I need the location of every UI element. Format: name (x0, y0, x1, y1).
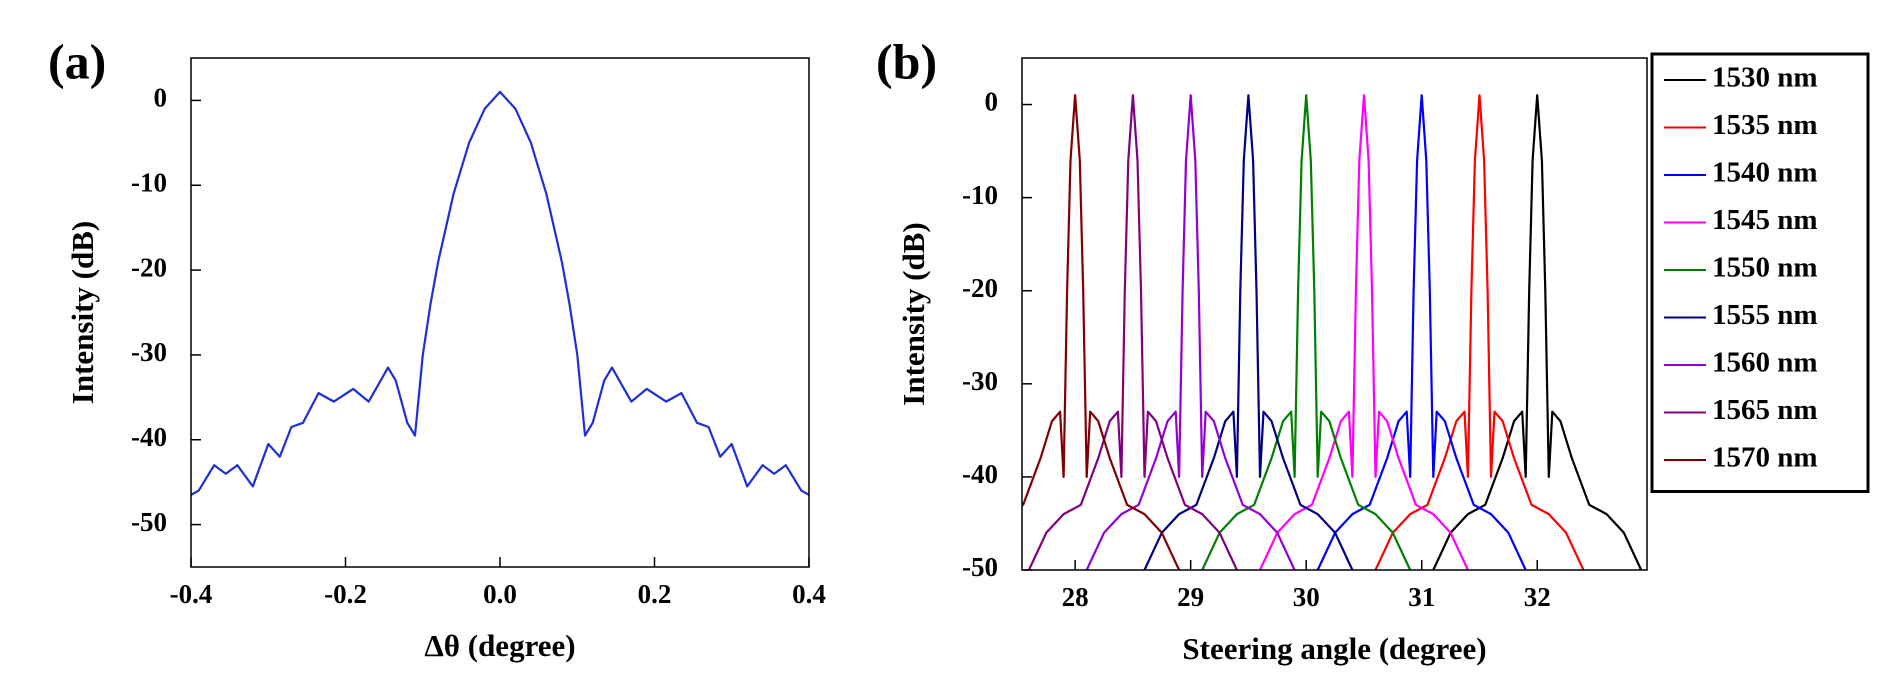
series-line (1316, 94, 1527, 570)
legend-label: 1545 nm (1712, 204, 1818, 236)
y-tick-label: -20 (962, 273, 998, 303)
series-line (1143, 94, 1354, 570)
series-line (1027, 94, 1238, 570)
x-tick-label: -0.2 (324, 579, 367, 609)
y-tick-label: -50 (131, 507, 167, 537)
series-line (1201, 94, 1412, 570)
panel-label: (b) (876, 33, 937, 89)
x-tick-label: 30 (1293, 582, 1320, 612)
y-tick-label: -30 (962, 366, 998, 396)
series-line (1374, 94, 1585, 570)
series-line (191, 90, 809, 496)
y-tick-label: -40 (131, 422, 167, 452)
x-tick-label: 29 (1177, 582, 1204, 612)
plot-area (191, 90, 809, 496)
x-axis-label: Δθ (degree) (424, 628, 575, 663)
series-line (1432, 94, 1643, 570)
y-tick-label: -20 (131, 252, 167, 282)
y-tick-label: 0 (985, 87, 999, 117)
legend-label: 1550 nm (1712, 252, 1818, 284)
plot-area (1022, 94, 1643, 570)
x-tick-label: 0.2 (638, 579, 672, 609)
x-tick-label: 31 (1408, 582, 1435, 612)
y-tick-label: -30 (131, 337, 167, 367)
x-tick-label: 0.4 (792, 579, 826, 609)
x-axis-label: Steering angle (degree) (1182, 631, 1486, 666)
legend-label: 1530 nm (1712, 62, 1818, 94)
plot-frame (1021, 57, 1648, 571)
legend-box (1650, 52, 1870, 493)
y-tick-label: -10 (962, 180, 998, 210)
panel-label: (a) (48, 33, 106, 89)
legend-label: 1570 nm (1712, 442, 1818, 474)
series-line (1022, 94, 1181, 570)
x-tick-label: 0.0 (483, 579, 517, 609)
y-tick-label: -10 (131, 167, 167, 197)
series-line (1085, 94, 1296, 570)
legend-label: 1555 nm (1712, 299, 1818, 331)
y-tick-label: -40 (962, 459, 998, 489)
y-axis-label: Intensity (dB) (896, 222, 931, 405)
legend-label: 1535 nm (1712, 109, 1818, 141)
x-tick-label: -0.4 (170, 579, 213, 609)
x-tick-label: 32 (1524, 582, 1551, 612)
legend-label: 1540 nm (1712, 157, 1818, 189)
x-tick-label: 28 (1062, 582, 1089, 612)
plot-frame (190, 57, 810, 568)
y-axis-label: Intensity (dB) (65, 221, 100, 404)
series-line (1259, 94, 1469, 570)
y-tick-label: -50 (962, 552, 998, 582)
legend-label: 1565 nm (1712, 394, 1818, 426)
y-tick-label: 0 (154, 83, 168, 113)
legend-label: 1560 nm (1712, 347, 1818, 379)
